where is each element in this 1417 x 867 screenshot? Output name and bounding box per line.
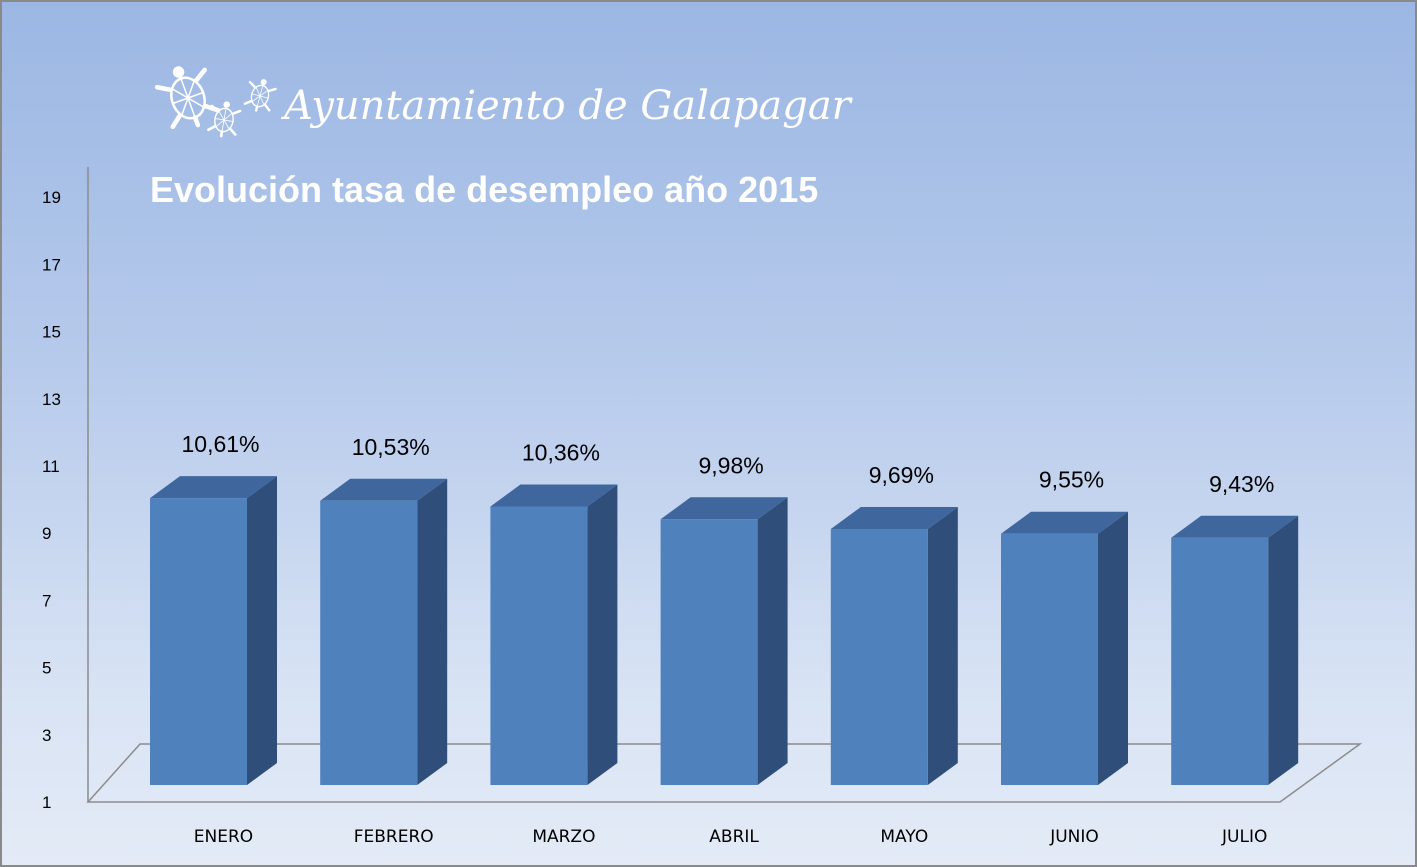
bar-front	[660, 519, 758, 785]
y-tick-label: 17	[42, 255, 61, 274]
turtle-head	[223, 101, 230, 108]
x-tick-label: ABRIL	[709, 827, 759, 847]
bar-top	[660, 497, 788, 520]
y-tick-label: 15	[42, 323, 61, 342]
bar-front	[1171, 537, 1269, 785]
turtle-pattern	[251, 85, 269, 107]
y-tick-label: 5	[42, 659, 51, 678]
chart-title: Evolución tasa de desempleo año 2015	[150, 169, 818, 210]
y-tick-label: 1	[42, 793, 51, 812]
y-tick-label: 13	[42, 390, 61, 409]
bars	[150, 476, 1299, 785]
turtle-shape	[243, 79, 277, 112]
bar-top	[490, 484, 618, 507]
bar-side	[587, 484, 618, 785]
turtle-pattern	[172, 78, 204, 118]
y-tick-label: 11	[42, 457, 60, 476]
x-tick-label: JULIO	[1221, 827, 1267, 847]
data-label: 10,53%	[352, 434, 430, 460]
x-axis-ticks: ENERO FEBRERO MARZO ABRIL MAYO JUNIO JULIO	[194, 827, 1268, 847]
bar-front	[320, 500, 418, 785]
x-tick-label: JUNIO	[1049, 827, 1099, 847]
bar-top	[150, 476, 277, 499]
bar-top	[830, 507, 958, 530]
bar	[830, 507, 958, 785]
bar-top	[320, 478, 448, 501]
y-tick-label: 7	[42, 591, 51, 610]
turtle-limbs	[154, 67, 221, 130]
floor-plane	[86, 743, 1363, 803]
bar-front	[490, 506, 588, 785]
bar	[1171, 515, 1299, 785]
bar	[320, 478, 448, 785]
turtle-head	[172, 66, 185, 78]
bar	[490, 484, 618, 785]
bar-front	[1001, 533, 1098, 785]
x-tick-label: ENERO	[194, 827, 253, 847]
data-label: 10,61%	[181, 431, 259, 457]
axes	[86, 167, 1363, 803]
bar-side	[247, 476, 277, 785]
y-tick-label: 19	[42, 188, 61, 207]
bar	[150, 476, 277, 785]
organization-name: Ayuntamiento de Galapagar	[280, 83, 854, 129]
bar-side	[1268, 515, 1299, 785]
turtle-shape	[154, 66, 221, 130]
bar-top	[1171, 515, 1299, 538]
data-label: 9,69%	[869, 462, 934, 488]
turtle-limbs	[207, 104, 242, 138]
turtle-head	[260, 79, 267, 86]
x-tick-label: FEBRERO	[354, 827, 434, 847]
bar-side	[1098, 511, 1128, 785]
y-tick-label: 3	[42, 726, 51, 745]
bar-top	[1001, 511, 1128, 534]
data-label: 9,55%	[1039, 467, 1104, 493]
bar-front	[150, 498, 247, 785]
value-labels: 10,61% 10,53% 10,36% 9,98% 9,69% 9,55% 9,43%	[181, 431, 1274, 497]
y-tick-label: 9	[42, 524, 51, 543]
x-tick-label: MAYO	[880, 827, 928, 847]
bar-side	[757, 497, 788, 785]
x-tick-label: MARZO	[532, 827, 595, 847]
bar	[1001, 511, 1128, 785]
bar-side	[927, 507, 958, 785]
turtle-limbs	[243, 80, 277, 112]
bar-side	[417, 478, 448, 785]
bar-front	[830, 529, 928, 785]
data-label: 9,98%	[698, 452, 763, 478]
bar	[660, 497, 788, 785]
turtle-icon	[154, 66, 277, 138]
turtle-shape	[207, 101, 242, 138]
data-label: 9,43%	[1209, 471, 1274, 497]
turtle-pattern	[214, 108, 234, 132]
data-label: 10,36%	[522, 440, 600, 466]
